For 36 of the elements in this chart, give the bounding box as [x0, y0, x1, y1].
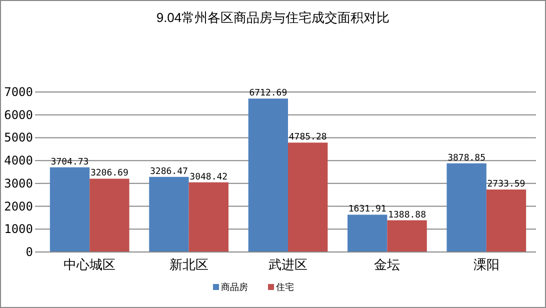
data-label: 2733.59 [487, 180, 526, 190]
y-tick-label: 0 [26, 245, 33, 259]
chart-title: 9.04常州各区商品房与住宅成交面积对比 [156, 10, 390, 25]
x-tick-label: 溧阳 [473, 257, 500, 272]
data-label: 6712.69 [249, 88, 288, 99]
bar [387, 220, 427, 252]
data-label: 4785.28 [288, 132, 327, 143]
bar [446, 163, 486, 252]
x-tick-label: 新北区 [169, 257, 208, 272]
bar [486, 190, 526, 252]
data-label: 1631.91 [348, 204, 386, 215]
y-tick-label: 2000 [4, 199, 33, 214]
bar [188, 182, 228, 252]
y-tick-label: 3000 [4, 176, 33, 190]
bar [348, 214, 388, 252]
y-tick-label: 6000 [4, 108, 33, 122]
bar [248, 98, 288, 252]
y-tick-label: 7000 [4, 85, 33, 99]
x-tick-label: 中心城区 [64, 257, 116, 272]
data-label: 3048.42 [190, 172, 228, 182]
data-label: 3878.85 [448, 153, 486, 164]
x-tick-label: 武进区 [268, 257, 308, 272]
data-label: 3286.47 [150, 166, 188, 177]
x-tick-label: 金坛 [374, 257, 400, 272]
data-label: 3206.69 [90, 168, 128, 179]
bar [90, 178, 130, 252]
bar [50, 167, 90, 252]
legend-label: 商品房 [221, 282, 248, 292]
data-label: 3704.73 [50, 157, 89, 168]
bar [288, 142, 328, 252]
legend-label: 住宅 [276, 282, 294, 292]
y-tick-label: 1000 [4, 222, 33, 236]
data-label: 1388.88 [388, 210, 426, 220]
y-tick-label: 5000 [4, 130, 33, 145]
bar [149, 176, 189, 252]
y-tick-label: 4000 [4, 154, 33, 168]
